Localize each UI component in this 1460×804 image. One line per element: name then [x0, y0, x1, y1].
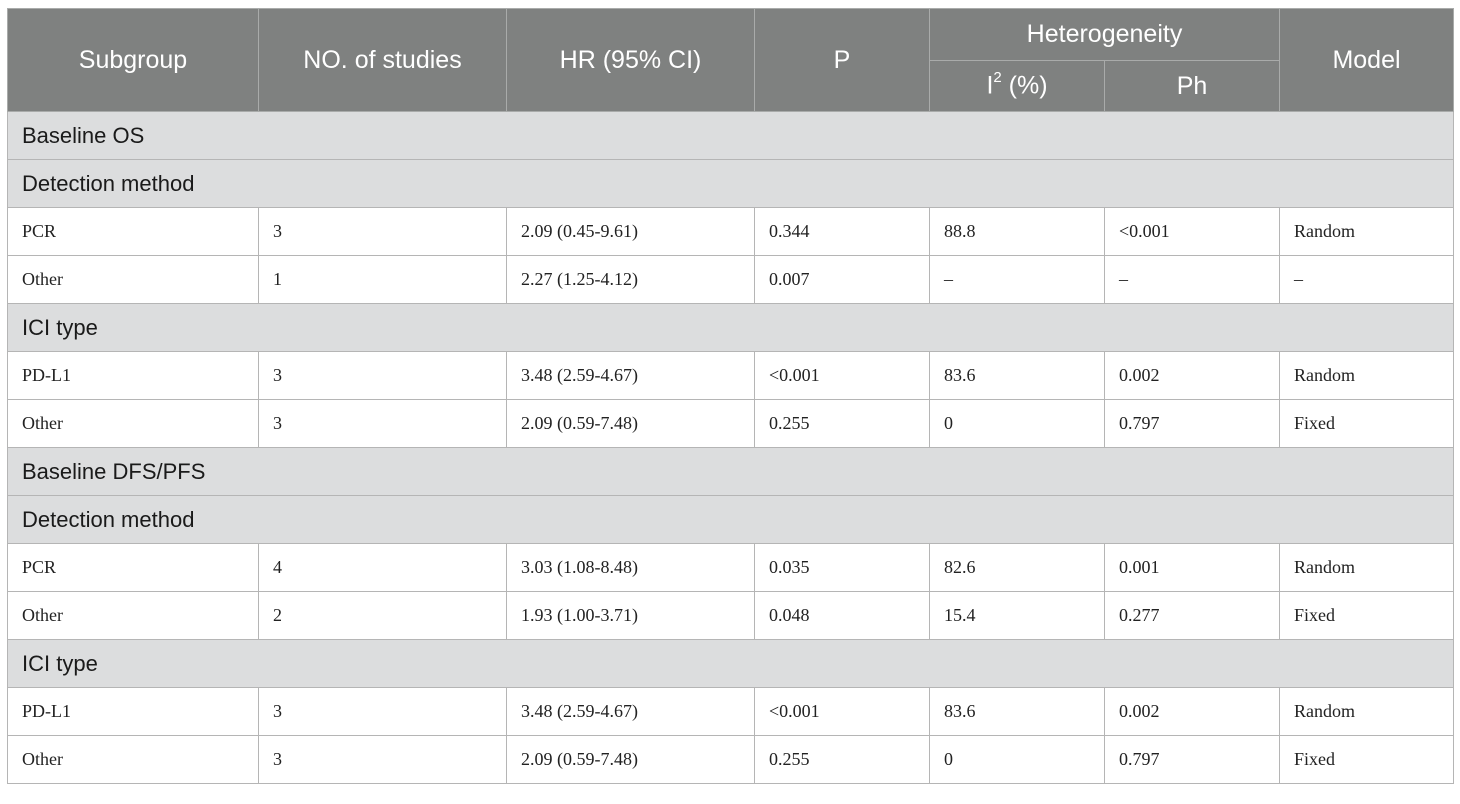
cell-ph: 0.002 — [1104, 687, 1280, 736]
cell-subgroup: PCR — [7, 207, 259, 256]
header-i2: I2 (%) — [929, 60, 1105, 112]
table-row: Other 3 2.09 (0.59-7.48) 0.255 0 0.797 Fixed — [7, 399, 1454, 448]
subgroup-analysis-table-container: Subgroup NO. of studies HR (95% CI) P He… — [7, 8, 1454, 784]
header-ph: Ph — [1104, 60, 1280, 112]
cell-i2: – — [929, 255, 1105, 304]
table-row: Other 2 1.93 (1.00-3.71) 0.048 15.4 0.277 Fixe… — [7, 591, 1454, 640]
cell-model: – — [1279, 255, 1454, 304]
section-label: Detection method — [7, 495, 1454, 544]
cell-model: Fixed — [1279, 735, 1454, 784]
cell-subgroup: Other — [7, 591, 259, 640]
cell-ph: – — [1104, 255, 1280, 304]
section-row: ICI type — [7, 303, 1454, 352]
cell-p: 0.007 — [754, 255, 930, 304]
cell-no-of-studies: 2 — [258, 591, 507, 640]
cell-subgroup: PCR — [7, 543, 259, 592]
cell-i2: 83.6 — [929, 687, 1105, 736]
header-i2-superscript: 2 — [993, 69, 1002, 87]
section-row: Detection method — [7, 495, 1454, 544]
section-label: Baseline OS — [7, 111, 1454, 160]
cell-ph: 0.002 — [1104, 351, 1280, 400]
cell-no-of-studies: 3 — [258, 687, 507, 736]
cell-hr: 3.48 (2.59-4.67) — [506, 687, 755, 736]
table-row: Other 1 2.27 (1.25-4.12) 0.007– – – — [7, 255, 1454, 304]
cell-model: Fixed — [1279, 591, 1454, 640]
cell-ph: 0.797 — [1104, 399, 1280, 448]
header-i2-base: I — [986, 71, 994, 100]
cell-p: 0.035 — [754, 543, 930, 592]
cell-subgroup: Other — [7, 255, 259, 304]
cell-hr: 2.27 (1.25-4.12) — [506, 255, 755, 304]
cell-no-of-studies: 4 — [258, 543, 507, 592]
table-row: PD-L1 3 3.48 (2.59-4.67) <0.001 83.6 0.002 Ran… — [7, 687, 1454, 736]
cell-subgroup: PD-L1 — [7, 687, 259, 736]
cell-i2: 0 — [929, 399, 1105, 448]
cell-ph: 0.797 — [1104, 735, 1280, 784]
cell-ph: 0.277 — [1104, 591, 1280, 640]
cell-p: 0.344 — [754, 207, 930, 256]
cell-hr: 2.09 (0.45-9.61) — [506, 207, 755, 256]
cell-no-of-studies: 3 — [258, 351, 507, 400]
cell-hr: 1.93 (1.00-3.71) — [506, 591, 755, 640]
cell-p: 0.255 — [754, 399, 930, 448]
cell-model: Random — [1279, 543, 1454, 592]
cell-p: 0.255 — [754, 735, 930, 784]
header-subgroup: Subgroup — [7, 8, 259, 112]
cell-hr: 2.09 (0.59-7.48) — [506, 735, 755, 784]
section-label: ICI type — [7, 639, 1454, 688]
cell-model: Random — [1279, 687, 1454, 736]
table-row: PCR 4 3.03 (1.08-8.48) 0.035 82.6 0.001 Random — [7, 543, 1454, 592]
header-hr: HR (95% CI) — [506, 8, 755, 112]
header-no-of-studies: NO. of studies — [258, 8, 507, 112]
header-model: Model — [1279, 8, 1454, 112]
cell-no-of-studies: 3 — [258, 207, 507, 256]
cell-i2: 82.6 — [929, 543, 1105, 592]
header-heterogeneity: Heterogeneity — [929, 8, 1280, 61]
cell-no-of-studies: 1 — [258, 255, 507, 304]
section-label: Detection method — [7, 159, 1454, 208]
table-row: Other 3 2.09 (0.59-7.48) 0.255 0 0.797 Fixed — [7, 735, 1454, 784]
table-row: PD-L1 3 3.48 (2.59-4.67) <0.001 83.6 0.002 Ran… — [7, 351, 1454, 400]
table-body: Baseline OS Detection method PCR 3 2.09 (0.4… — [7, 111, 1454, 784]
cell-model: Fixed — [1279, 399, 1454, 448]
cell-subgroup: Other — [7, 399, 259, 448]
cell-p: 0.048 — [754, 591, 930, 640]
section-label: Baseline DFS/PFS — [7, 447, 1454, 496]
section-label: ICI type — [7, 303, 1454, 352]
cell-hr: 2.09 (0.59-7.48) — [506, 399, 755, 448]
header-i2-unit: (%) — [1001, 71, 1048, 100]
cell-hr: 3.03 (1.08-8.48) — [506, 543, 755, 592]
cell-p: <0.001 — [754, 687, 930, 736]
cell-hr: 3.48 (2.59-4.67) — [506, 351, 755, 400]
table-header: Subgroup NO. of studies HR (95% CI) P He… — [7, 8, 1454, 112]
cell-subgroup: PD-L1 — [7, 351, 259, 400]
cell-i2: 83.6 — [929, 351, 1105, 400]
cell-i2: 15.4 — [929, 591, 1105, 640]
cell-subgroup: Other — [7, 735, 259, 784]
section-row: Baseline OS — [7, 111, 1454, 160]
subgroup-analysis-table: Subgroup NO. of studies HR (95% CI) P He… — [7, 8, 1454, 784]
section-row: ICI type — [7, 639, 1454, 688]
cell-no-of-studies: 3 — [258, 735, 507, 784]
cell-i2: 0 — [929, 735, 1105, 784]
cell-no-of-studies: 3 — [258, 399, 507, 448]
cell-model: Random — [1279, 207, 1454, 256]
cell-model: Random — [1279, 351, 1454, 400]
section-row: Detection method — [7, 159, 1454, 208]
header-p: P — [754, 8, 930, 112]
cell-ph: 0.001 — [1104, 543, 1280, 592]
section-row: Baseline DFS/PFS — [7, 447, 1454, 496]
table-row: PCR 3 2.09 (0.45-9.61) 0.344 88.8 <0.001 Rando… — [7, 207, 1454, 256]
cell-ph: <0.001 — [1104, 207, 1280, 256]
cell-p: <0.001 — [754, 351, 930, 400]
cell-i2: 88.8 — [929, 207, 1105, 256]
